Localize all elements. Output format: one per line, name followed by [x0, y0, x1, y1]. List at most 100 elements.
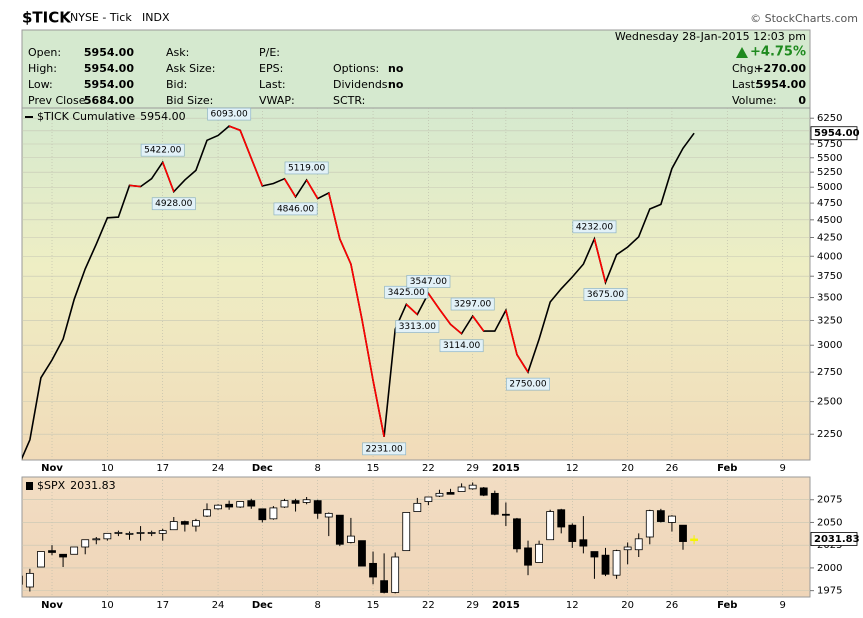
exchange: NYSE - Tick [70, 11, 132, 24]
candle-body [125, 532, 134, 535]
value-label-box [151, 197, 196, 211]
y-tick-label: 2250 [817, 429, 842, 440]
candle-body [225, 503, 234, 508]
down-segment [327, 192, 341, 240]
candle-body [136, 532, 145, 534]
candle-body [103, 532, 112, 540]
candle-body [114, 532, 123, 534]
value-label: 4928.00 [155, 199, 192, 209]
value-label: 2231.00 [366, 444, 403, 454]
candle-body [59, 553, 67, 558]
candle-body [180, 521, 189, 525]
legend-icon [26, 482, 33, 490]
x-tick-label: 17 [156, 600, 169, 611]
candle-body [291, 500, 300, 504]
candle-body [369, 562, 377, 578]
value-label-box [506, 377, 550, 391]
value-label: 4846.00 [277, 204, 314, 214]
x-tick-label: 12 [566, 600, 579, 611]
y-tick-label: 1975 [817, 586, 842, 597]
candle-body [579, 539, 588, 547]
candle-body [258, 508, 267, 521]
x-tick-label: Feb [717, 600, 737, 611]
quote-label: Bid: [166, 78, 187, 91]
legend-value: 5954.00 [140, 110, 186, 123]
value-label-box [572, 220, 617, 234]
down-segment [228, 125, 241, 132]
x-tick-label: 9 [779, 600, 785, 611]
quote-value: 5684.00 [84, 94, 134, 107]
quote-label: SCTR: [333, 94, 365, 107]
y-tick-label: 2500 [817, 397, 842, 408]
candle-body [590, 551, 599, 558]
x-tick-label: 10 [101, 463, 114, 474]
quote-label: EPS: [259, 62, 283, 75]
x-tick-label: 26 [666, 600, 679, 611]
candle-body [535, 543, 543, 563]
candle-body [22, 575, 23, 585]
y-tick-label: 5250 [817, 167, 842, 178]
candle-body [280, 500, 289, 508]
x-tick-label: 22 [422, 600, 435, 611]
y-tick-label: 4500 [817, 215, 842, 226]
quote-value: 5954.00 [84, 46, 134, 59]
candle-body [37, 551, 45, 568]
candle-body [346, 535, 355, 543]
quote-label: Volume: [732, 94, 777, 107]
down-segment [372, 379, 385, 437]
quote-value: no [388, 62, 404, 75]
quote-label: Ask Size: [166, 62, 215, 75]
y-tick-label: 2075 [817, 495, 842, 506]
y-tick-label: 3250 [817, 315, 842, 326]
quote-label: P/E: [259, 46, 280, 59]
x-tick-label: 10 [101, 600, 114, 611]
x-tick-label: 8 [315, 600, 321, 611]
value-label-box [362, 442, 407, 456]
candle-body [446, 492, 455, 495]
value-label: 3675.00 [587, 290, 624, 300]
code: INDX [142, 11, 170, 24]
last-value-tag [810, 126, 858, 141]
change-pct: +4.75% [750, 45, 806, 60]
candle-body [25, 572, 34, 588]
y-tick-label: 5500 [817, 153, 842, 164]
candle-body [413, 502, 422, 512]
value-label: 4232.00 [576, 222, 613, 232]
candle-body [214, 504, 222, 510]
quote-value: 5954.00 [84, 62, 134, 75]
legend-name: $TICK Cumulative [37, 110, 135, 123]
down-segment [472, 315, 485, 332]
y-tick-label: 5000 [817, 182, 842, 193]
candle-body [612, 550, 621, 576]
up-arrow [736, 47, 748, 58]
quote-value: 5954.00 [84, 78, 134, 91]
candle-body [501, 513, 510, 516]
value-label: 5119.00 [288, 163, 325, 173]
value-label-box [207, 107, 252, 121]
candle-body [236, 501, 245, 508]
x-tick-label: 2015 [492, 600, 520, 611]
candle-body [524, 547, 532, 566]
candle-body [48, 550, 56, 553]
down-segment [427, 292, 441, 310]
value-label-box [450, 297, 495, 311]
value-label: 3313.00 [399, 322, 436, 332]
quote-value: no [388, 78, 404, 91]
y-tick-label: 2050 [817, 517, 842, 528]
value-label: 6093.00 [211, 110, 248, 120]
quote-label: Low: [28, 78, 53, 91]
candle-body [513, 518, 521, 550]
y-tick-label: 4000 [817, 251, 842, 262]
down-segment [161, 161, 175, 193]
last-value-label: 2031.83 [814, 534, 860, 545]
candle-body [324, 512, 333, 518]
quote-label: Open: [28, 46, 61, 59]
candle-body [158, 530, 167, 534]
value-label: 5422.00 [144, 146, 181, 156]
candle-body [391, 556, 400, 593]
x-tick-label: 29 [466, 463, 479, 474]
candle-body [380, 580, 389, 593]
symbol: $TICK [22, 9, 72, 27]
down-segment [593, 238, 607, 283]
candle-body [203, 509, 211, 517]
